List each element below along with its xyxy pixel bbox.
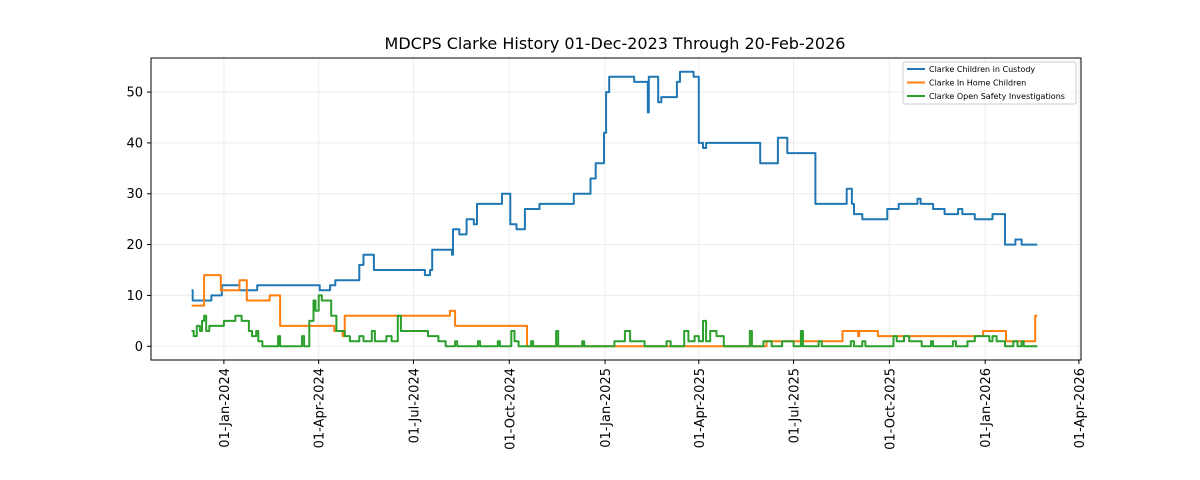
legend-label: Clarke In Home Children [929,79,1026,88]
x-tick-label: 01-Oct-2024 [503,368,518,450]
legend-box [902,61,1077,105]
legend: Clarke Children in Custody Clarke In Home… [902,61,1077,105]
y-axis: 0 10 20 30 40 50 [126,86,151,355]
legend-label: Clarke Open Safety Investigations [929,92,1065,101]
x-tick-label: 01-Oct-2025 [883,368,898,450]
y-tick-label: 10 [126,289,143,304]
x-tick-label: 01-Apr-2026 [1073,368,1088,448]
chart-title: MDCPS Clarke History 01-Dec-2023 Through… [385,34,846,53]
x-tick-label: 01-Jan-2025 [599,368,614,448]
y-tick-label: 20 [126,238,143,253]
x-tick-label: 01-Jul-2025 [788,368,803,443]
series-lines [191,70,1038,348]
x-tick-label: 01-Jan-2026 [979,368,994,448]
y-tick-label: 30 [126,187,143,202]
y-tick-label: 50 [126,86,143,101]
x-tick-label: 01-Jan-2024 [218,368,233,448]
series-line-clarke-open-safety-investigations [191,294,1038,348]
plot-area-frame [150,57,1082,361]
x-tick-label: 01-Jul-2024 [407,368,422,443]
x-tick-label: 01-Apr-2024 [313,368,328,448]
x-axis: 01-Jan-2024 01-Apr-2024 01-Jul-2024 01-Oct-… [218,360,1088,450]
y-tick-label: 0 [135,340,143,355]
legend-label: Clarke Children in Custody [929,65,1035,74]
y-tick-label: 40 [126,136,143,151]
series-line-clarke-children-in-custody [191,70,1038,302]
x-tick-label: 01-Apr-2025 [693,368,708,448]
